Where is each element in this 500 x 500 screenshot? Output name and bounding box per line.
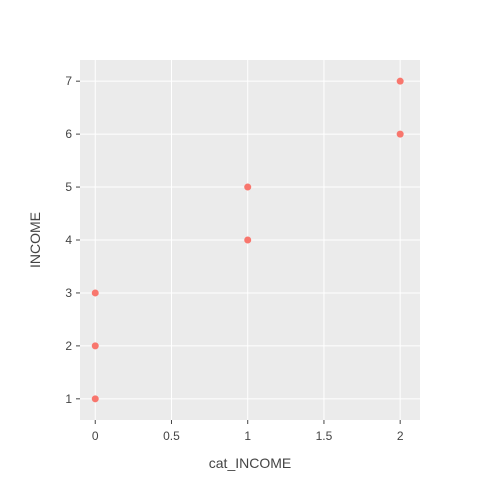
data-point	[244, 236, 252, 244]
y-tick-label: 5	[65, 180, 72, 194]
data-point	[396, 77, 404, 85]
y-axis-title: INCOME	[27, 212, 43, 268]
y-tick-label: 6	[65, 127, 72, 141]
data-point	[244, 183, 252, 191]
data-point	[396, 130, 404, 138]
x-axis-title: cat_INCOME	[209, 455, 291, 471]
y-tick-label: 3	[65, 286, 72, 300]
axis-ticks: 0 0.5 1 1.5 2 1 2 3 4 5 6 7	[65, 74, 404, 443]
x-tick-label: 2	[397, 429, 404, 443]
x-tick-label: 0	[92, 429, 99, 443]
x-tick-label: 1	[244, 429, 251, 443]
x-tick-label: 0.5	[163, 429, 180, 443]
x-tick-label: 1.5	[316, 429, 333, 443]
y-tick-label: 7	[65, 74, 72, 88]
data-point	[91, 342, 99, 350]
y-tick-label: 4	[65, 233, 72, 247]
y-tick-label: 2	[65, 339, 72, 353]
data-points	[91, 77, 404, 403]
data-point	[91, 289, 99, 297]
data-point	[91, 395, 99, 403]
y-tick-label: 1	[65, 392, 72, 406]
